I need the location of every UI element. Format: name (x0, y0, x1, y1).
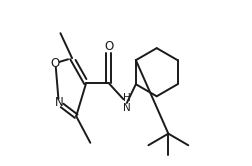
Text: O: O (104, 40, 113, 53)
Text: N: N (54, 96, 63, 109)
Text: O: O (51, 57, 60, 70)
Text: H
N: H N (123, 93, 131, 113)
